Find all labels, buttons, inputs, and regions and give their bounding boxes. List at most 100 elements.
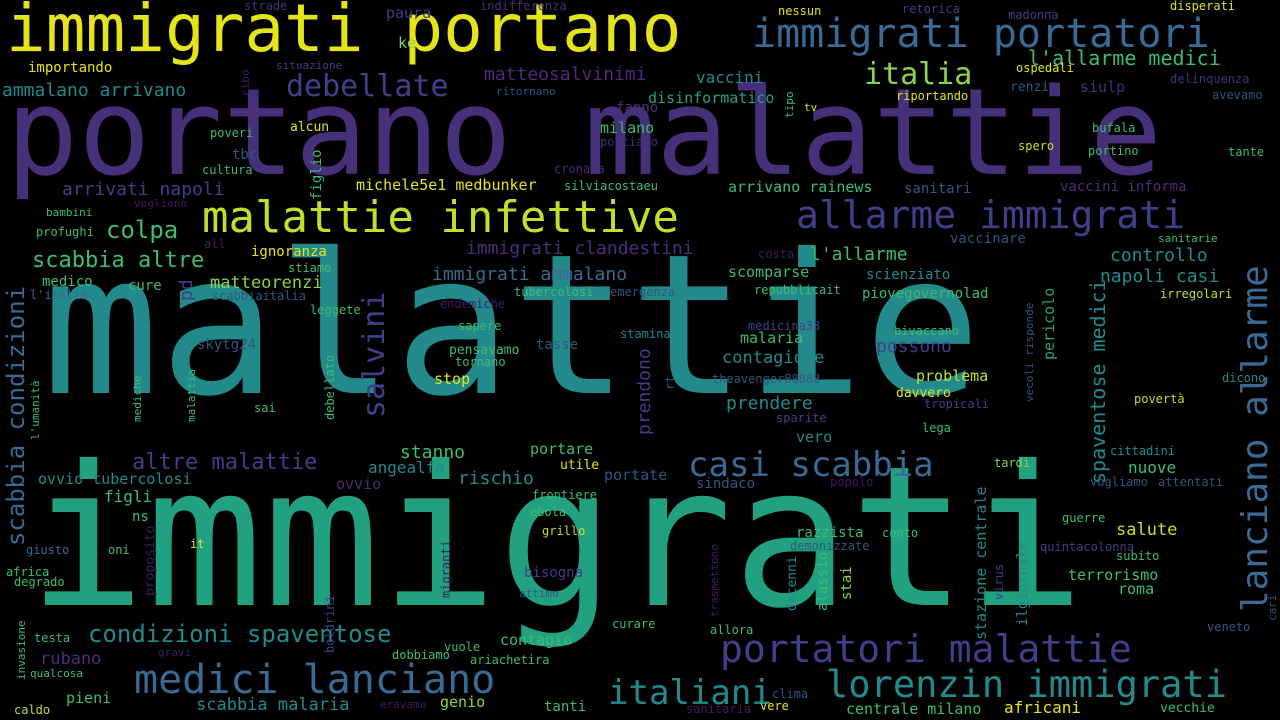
- cloud-word: bivaccano: [894, 324, 960, 338]
- cloud-word: tasse: [536, 337, 579, 353]
- cloud-word: l'umanità: [29, 380, 42, 440]
- cloud-word: davvero: [896, 386, 951, 401]
- cloud-word: giusto: [26, 543, 70, 557]
- cloud-word: sanitari: [904, 181, 972, 197]
- cloud-word: migranti: [439, 540, 453, 598]
- cloud-word: decenni: [785, 556, 800, 611]
- cloud-word: malattie: [42, 212, 982, 439]
- cloud-word: indifferenza: [480, 0, 567, 13]
- cloud-word: ariachetira: [470, 653, 550, 667]
- cloud-word: matteosalvinimi: [484, 64, 647, 85]
- cloud-word: stop: [434, 370, 471, 388]
- cloud-word: poveri: [210, 126, 254, 140]
- cloud-word: arrivati napoli: [62, 179, 225, 200]
- cloud-word: madonna: [1008, 8, 1059, 22]
- cloud-word: problema: [916, 367, 989, 385]
- cloud-word: demonizzate: [790, 539, 870, 553]
- cloud-word: sanitarie: [1158, 232, 1218, 245]
- cloud-word: boldrini: [323, 595, 337, 653]
- cloud-word: leggete: [310, 303, 361, 317]
- cloud-word: medico: [42, 274, 93, 290]
- cloud-word: ospedali: [1016, 61, 1074, 75]
- cloud-word: clima: [772, 687, 809, 701]
- cloud-word: salvini: [357, 291, 392, 418]
- cloud-word: medici lanciano: [134, 657, 496, 703]
- cloud-word: immigrati clandestini: [466, 238, 694, 259]
- cloud-word: ns: [132, 509, 149, 525]
- cloud-word: figlio: [309, 149, 325, 200]
- cloud-word: tanti: [544, 699, 587, 715]
- cloud-word: invasione: [15, 620, 28, 680]
- cloud-word: nuove: [1128, 458, 1177, 477]
- cloud-word: l'italia: [30, 288, 88, 302]
- cloud-word: degrado: [14, 575, 65, 589]
- cloud-word: colpa: [106, 216, 179, 244]
- cloud-word: contagio: [500, 631, 573, 649]
- cloud-word: michele5e1 medbunker: [356, 176, 537, 194]
- cloud-word: altre malattie: [132, 450, 318, 475]
- cloud-word: cari: [1266, 594, 1279, 622]
- cloud-word: veneto: [1207, 620, 1251, 634]
- cloud-word: disinformatico: [648, 89, 775, 107]
- cloud-word: profughi: [36, 225, 94, 239]
- cloud-word: rubano: [40, 649, 102, 669]
- cloud-word: malattia: [185, 369, 198, 422]
- cloud-word: spero: [1018, 139, 1055, 153]
- cloud-word: nessun: [778, 4, 822, 18]
- cloud-word: frontiere: [532, 488, 598, 502]
- cloud-word: africa: [6, 565, 50, 579]
- cloud-word: qualcosa: [30, 667, 83, 680]
- cloud-word: sapere: [458, 319, 502, 333]
- cloud-word: cultura: [202, 163, 253, 177]
- cloud-word: immigrati portatori: [752, 11, 1210, 57]
- cloud-word: popolo: [830, 475, 874, 489]
- cloud-word: stamina: [620, 327, 671, 341]
- cloud-word: scabbia condizioni: [2, 285, 30, 546]
- cloud-word: riportando: [896, 89, 969, 103]
- cloud-word: lanciano allarme: [1235, 265, 1276, 612]
- cloud-word: theavenger88888: [712, 372, 821, 386]
- cloud-word: tipo: [783, 91, 796, 119]
- cloud-word: genio: [440, 693, 486, 711]
- cloud-word: conto: [882, 526, 919, 540]
- cloud-word: tubercolosi: [514, 285, 594, 299]
- cloud-word: vecoli risponde: [1023, 302, 1036, 402]
- cloud-word: cure: [128, 278, 162, 294]
- cloud-word: disperati: [1170, 0, 1236, 13]
- cloud-word: sindaco: [696, 476, 756, 492]
- cloud-word: arrivano rainews: [728, 178, 873, 196]
- cloud-word: stanno: [400, 442, 466, 463]
- cloud-word: silviacostaeu: [564, 179, 658, 193]
- cloud-word: vaccini informa: [1060, 179, 1187, 195]
- cloud-word: immigrati ammalano: [432, 264, 628, 285]
- cloud-word: strade: [244, 0, 288, 13]
- cloud-word: razzista: [796, 525, 864, 541]
- cloud-word: tbc: [232, 147, 258, 163]
- cloud-word: situazione: [276, 59, 343, 72]
- cloud-word: paura: [386, 4, 432, 22]
- cloud-word: napoli casi: [1100, 266, 1220, 287]
- cloud-word: grillo: [542, 524, 586, 538]
- cloud-word: delinquenza: [1170, 72, 1250, 86]
- cloud-word: terrorismo: [1068, 566, 1159, 584]
- cloud-word: immigrati: [28, 424, 1085, 651]
- cloud-word: portino: [1088, 144, 1139, 158]
- cloud-word: prendono: [634, 348, 655, 435]
- cloud-word: ilgiornale: [1015, 541, 1031, 626]
- cloud-word: attimo: [519, 587, 559, 600]
- cloud-word: scabbia malaria: [196, 695, 350, 715]
- cloud-word: prendere: [726, 393, 813, 414]
- cloud-word: alassio: [815, 551, 831, 611]
- cloud-word: dobbiamo: [392, 648, 450, 662]
- cloud-word: endemiche: [440, 297, 506, 311]
- cloud-word: cronaca: [554, 162, 605, 176]
- cloud-word: subito: [1116, 549, 1160, 563]
- cloud-word: casi scabbia: [688, 445, 934, 485]
- cloud-word: mediche: [131, 375, 144, 422]
- cloud-word: allarme immigrati: [796, 193, 1185, 237]
- cloud-word: curare: [612, 617, 656, 631]
- cloud-word: oni: [108, 543, 130, 557]
- cloud-word: bisogna: [524, 565, 584, 581]
- cloud-word: utile: [560, 458, 600, 473]
